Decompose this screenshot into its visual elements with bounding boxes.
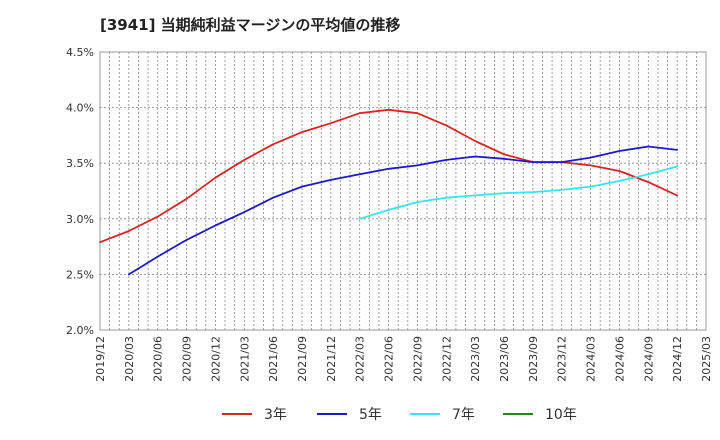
x-tick-label: 2021/06 bbox=[267, 336, 280, 382]
y-tick-label: 4.0% bbox=[66, 102, 94, 115]
legend-label: 7年 bbox=[452, 407, 475, 423]
y-tick-label: 2.5% bbox=[66, 268, 94, 281]
series bbox=[99, 108, 678, 276]
legend-label: 5年 bbox=[359, 407, 382, 423]
x-tick-label: 2020/09 bbox=[181, 336, 194, 382]
series-line-3年 bbox=[99, 108, 678, 244]
y-tick-label: 3.5% bbox=[66, 157, 94, 170]
plot-area bbox=[99, 51, 707, 331]
x-tick-label: 2022/06 bbox=[383, 336, 396, 382]
series-line-7年 bbox=[358, 165, 678, 220]
legend-label: 3年 bbox=[264, 407, 287, 423]
x-tick-label: 2022/12 bbox=[440, 336, 453, 382]
x-tick-label: 2020/06 bbox=[152, 336, 165, 382]
x-tick-label: 2024/03 bbox=[585, 336, 598, 382]
chart-title: [3941] 当期純利益マージンの平均値の推移 bbox=[100, 16, 401, 34]
x-tick-label: 2024/09 bbox=[642, 336, 655, 382]
grid bbox=[100, 52, 706, 330]
y-tick-label: 2.0% bbox=[66, 324, 94, 337]
series-line-5年 bbox=[127, 145, 678, 276]
x-tick-label: 2023/03 bbox=[469, 336, 482, 382]
x-tick-label: 2024/06 bbox=[613, 336, 626, 382]
x-tick-label: 2022/03 bbox=[354, 336, 367, 382]
x-tick-label: 2020/03 bbox=[123, 336, 136, 382]
x-tick-label: 2020/12 bbox=[209, 336, 222, 382]
x-tick-label: 2023/06 bbox=[498, 336, 511, 382]
x-tick-label: 2021/03 bbox=[238, 336, 251, 382]
legend-label: 10年 bbox=[545, 407, 577, 423]
x-tick-label: 2022/09 bbox=[411, 336, 424, 382]
x-tick-label: 2019/12 bbox=[94, 336, 107, 382]
x-tick-label: 2024/12 bbox=[671, 336, 684, 382]
x-tick-label: 2023/09 bbox=[527, 336, 540, 382]
x-tick-label: 2021/09 bbox=[296, 336, 309, 382]
x-tick-label: 2021/12 bbox=[325, 336, 338, 382]
x-tick-label: 2023/12 bbox=[556, 336, 569, 382]
x-tick-label: 2025/03 bbox=[700, 336, 713, 382]
legend: 3年 5年 7年 10年 bbox=[222, 407, 577, 423]
y-tick-label: 3.0% bbox=[66, 213, 94, 226]
axes: 2.0% 2.5% 3.0% 3.5% 4.0% 4.5% 2019/12 2020/03 20… bbox=[66, 46, 713, 382]
y-tick-label: 4.5% bbox=[66, 46, 94, 59]
